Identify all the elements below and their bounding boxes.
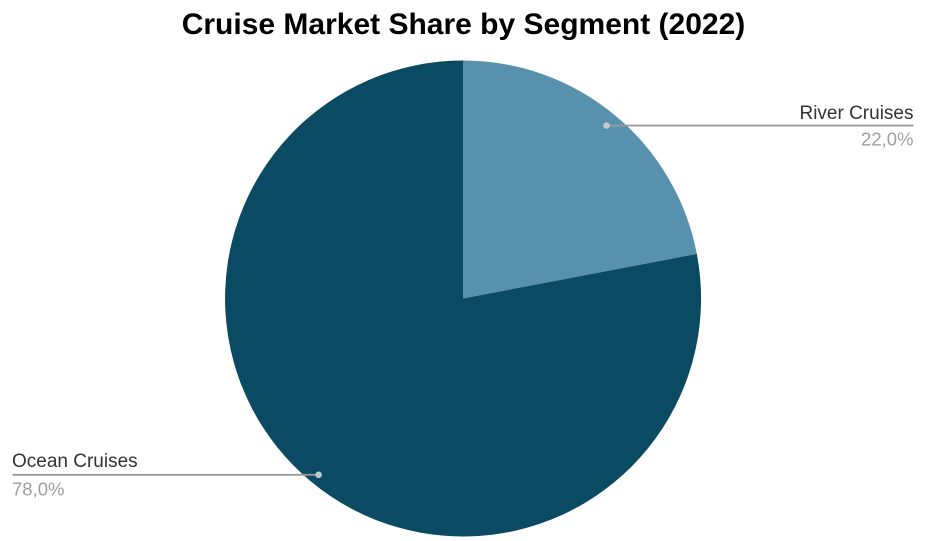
svg-text:22,0%: 22,0% [861, 129, 913, 150]
svg-text:River Cruises: River Cruises [799, 103, 913, 124]
svg-text:Ocean Cruises: Ocean Cruises [12, 451, 138, 472]
svg-text:Cruise Market Share by Segment: Cruise Market Share by Segment (2022) [182, 8, 746, 41]
svg-text:78,0%: 78,0% [12, 478, 64, 499]
